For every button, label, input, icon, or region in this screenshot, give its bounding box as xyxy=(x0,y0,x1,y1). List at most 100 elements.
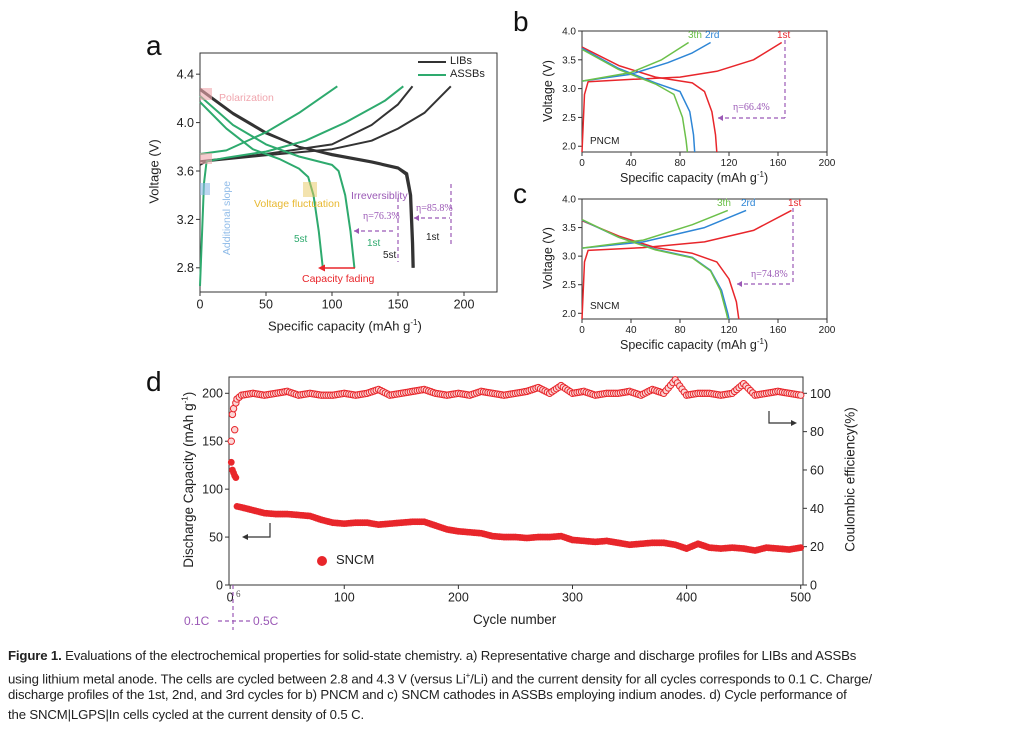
a-annotation-voltage-fluctuation: Voltage fluctuation xyxy=(254,198,340,210)
a-label-assb-5st: 5st xyxy=(294,234,308,245)
d-legend-sncm: SNCM xyxy=(336,552,375,567)
b-x-tick-label: 40 xyxy=(625,158,637,169)
d-y-tick-label: 50 xyxy=(209,530,223,544)
d-left-axis-arrow xyxy=(246,523,271,538)
d-plot-frame xyxy=(228,376,804,586)
b-y-tick-label: 4.0 xyxy=(562,27,576,38)
c-x-tick-label: 0 xyxy=(579,325,585,336)
a-y-tick-label: 4.0 xyxy=(177,116,194,130)
c-x-axis-label: Specific capacity (mAh g-1) xyxy=(620,337,769,353)
a-x-tick-label: 100 xyxy=(322,298,343,312)
c-y-tick-label: 2.5 xyxy=(562,280,576,291)
c-y-tick-label: 3.0 xyxy=(562,252,576,263)
b-label-2rd: 2rd xyxy=(705,30,720,41)
arrowhead-icon xyxy=(242,534,248,540)
a-annotation-irreversibility: Irreversiblity xyxy=(351,190,408,202)
a-series-assbs-line xyxy=(199,101,324,268)
a-y-axis-label: Voltage (V) xyxy=(146,139,162,204)
a-arrowhead-icon xyxy=(414,215,419,221)
d-y-tick-label: 100 xyxy=(202,483,223,497)
c-x-tick-label: 120 xyxy=(721,325,738,336)
d-x-tick-label: 100 xyxy=(334,591,355,605)
b-series-3th-line xyxy=(581,48,689,153)
d-right-axis-arrow xyxy=(768,411,792,424)
b-label-1st: 1st xyxy=(777,30,791,41)
b-x-tick-label: 80 xyxy=(674,158,686,169)
c-label-1st: 1st xyxy=(788,198,802,209)
a-y-tick-label: 3.2 xyxy=(177,213,194,227)
a-eta-assb: η=76.3% xyxy=(363,211,400,222)
d-y-tick-label: 0 xyxy=(216,578,223,592)
d-legend-marker xyxy=(317,556,327,566)
d-x-tick-label: 400 xyxy=(676,591,697,605)
b-series-1st-line xyxy=(581,46,718,153)
c-series-3th-line xyxy=(581,218,729,320)
b-x-tick-label: 200 xyxy=(819,158,836,169)
a-eta-lib: η=85.8% xyxy=(416,203,453,214)
panel-label-b: b xyxy=(513,6,529,37)
a-y-tick-label: 4.4 xyxy=(177,68,194,82)
a-x-tick-label: 50 xyxy=(259,298,273,312)
arrowhead-icon xyxy=(791,420,797,426)
c-x-tick-label: 40 xyxy=(625,325,637,336)
d-y-tick-label: 150 xyxy=(202,435,223,449)
d-y2-tick-label: 80 xyxy=(810,425,824,439)
d-x-tick-label: 0 xyxy=(227,591,234,605)
a-voltage-fluctuation-highlight xyxy=(303,182,317,197)
c-series-3th-line xyxy=(581,209,729,249)
b-series-2rd-line xyxy=(581,47,696,153)
d-y2-tick-label: 20 xyxy=(810,540,824,554)
a-x-axis-label: Specific capacity (mAh g-1) xyxy=(268,318,422,334)
arrowhead-icon xyxy=(718,115,723,121)
a-series-libs-line xyxy=(199,87,415,268)
b-y-tick-label: 3.5 xyxy=(562,55,576,66)
b-x-tick-label: 0 xyxy=(579,158,585,169)
d-rate-change-cycle: 6 xyxy=(236,589,241,599)
a-legend-libs: LIBs xyxy=(450,55,473,67)
a-annotation-additional-slope: Additional slope xyxy=(221,180,233,256)
d-y-axis-label: Discharge Capacity (mAh g-1) xyxy=(180,391,196,568)
a-annotation-capacity-fading: Capacity fading xyxy=(302,273,375,285)
a-y-tick-label: 2.8 xyxy=(177,261,194,275)
c-eta: η=74.8% xyxy=(751,269,788,280)
d-x-tick-label: 300 xyxy=(562,591,583,605)
panel-label-a: a xyxy=(146,30,162,61)
a-legend-assbs: ASSBs xyxy=(450,68,485,80)
figure-label: Figure 1. xyxy=(8,648,62,663)
d-y2-tick-label: 0 xyxy=(810,579,817,593)
c-sample-label: SNCM xyxy=(590,301,620,312)
d-rate-after: 0.5C xyxy=(253,614,279,628)
a-x-tick-label: 150 xyxy=(388,298,409,312)
figure-caption-line-4: the SNCM|LGPS|In cells cycled at the cur… xyxy=(8,706,364,722)
panel-label-d: d xyxy=(146,366,162,397)
figure-caption-line-1: Figure 1. Evaluations of the electrochem… xyxy=(8,648,857,663)
a-arrowhead-icon xyxy=(318,264,325,272)
d-coulombic-efficiency-point xyxy=(797,391,805,399)
a-polarization-highlight xyxy=(200,153,212,164)
a-series-assbs-line xyxy=(199,85,338,155)
c-y-axis-label: Voltage (V) xyxy=(541,227,555,289)
d-y2-tick-label: 60 xyxy=(810,463,824,477)
b-x-tick-label: 160 xyxy=(770,158,787,169)
d-coulombic-efficiency-point xyxy=(227,437,235,445)
b-eta: η=66.4% xyxy=(733,102,770,113)
c-x-tick-label: 200 xyxy=(819,325,836,336)
b-y-tick-label: 3.0 xyxy=(562,84,576,95)
b-y-tick-label: 2.0 xyxy=(562,142,576,153)
b-x-tick-label: 120 xyxy=(721,158,738,169)
a-series-assbs-line xyxy=(199,95,356,268)
b-plot-frame xyxy=(581,30,828,153)
a-arrowhead-icon xyxy=(354,228,359,234)
b-y-tick-label: 2.5 xyxy=(562,113,576,124)
d-x-axis-label: Cycle number xyxy=(473,612,557,627)
c-label-2rd: 2rd xyxy=(741,198,756,209)
c-y-tick-label: 4.0 xyxy=(562,195,576,206)
d-y2-axis-label: Coulombic efficiency(%) xyxy=(842,407,858,552)
a-x-tick-label: 200 xyxy=(454,298,475,312)
b-series-3th-line xyxy=(581,41,690,82)
d-y2-tick-label: 40 xyxy=(810,502,824,516)
d-discharge-capacity-point xyxy=(227,458,235,466)
a-additional-slope-highlight xyxy=(200,183,210,195)
d-discharge-capacity-point xyxy=(797,544,805,552)
